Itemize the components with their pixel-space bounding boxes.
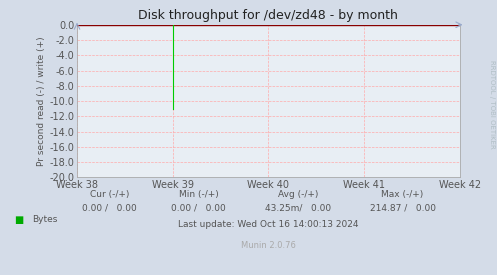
Text: RRDTOOL / TOBI OETIKER: RRDTOOL / TOBI OETIKER bbox=[489, 60, 495, 149]
Y-axis label: Pr second read (-) / write (+): Pr second read (-) / write (+) bbox=[37, 36, 47, 166]
Text: 0.00 /   0.00: 0.00 / 0.00 bbox=[171, 204, 226, 212]
Title: Disk throughput for /dev/zd48 - by month: Disk throughput for /dev/zd48 - by month bbox=[139, 9, 398, 22]
Text: 43.25m/   0.00: 43.25m/ 0.00 bbox=[265, 204, 331, 212]
Text: 0.00 /   0.00: 0.00 / 0.00 bbox=[82, 204, 137, 212]
Text: Bytes: Bytes bbox=[32, 216, 58, 224]
Text: Avg (-/+): Avg (-/+) bbox=[278, 190, 319, 199]
Text: Max (-/+): Max (-/+) bbox=[381, 190, 424, 199]
Text: Min (-/+): Min (-/+) bbox=[179, 190, 219, 199]
Text: Cur (-/+): Cur (-/+) bbox=[89, 190, 129, 199]
Text: 214.87 /   0.00: 214.87 / 0.00 bbox=[370, 204, 435, 212]
Text: Munin 2.0.76: Munin 2.0.76 bbox=[241, 241, 296, 249]
Text: Last update: Wed Oct 16 14:00:13 2024: Last update: Wed Oct 16 14:00:13 2024 bbox=[178, 220, 359, 229]
Text: ■: ■ bbox=[14, 215, 23, 225]
